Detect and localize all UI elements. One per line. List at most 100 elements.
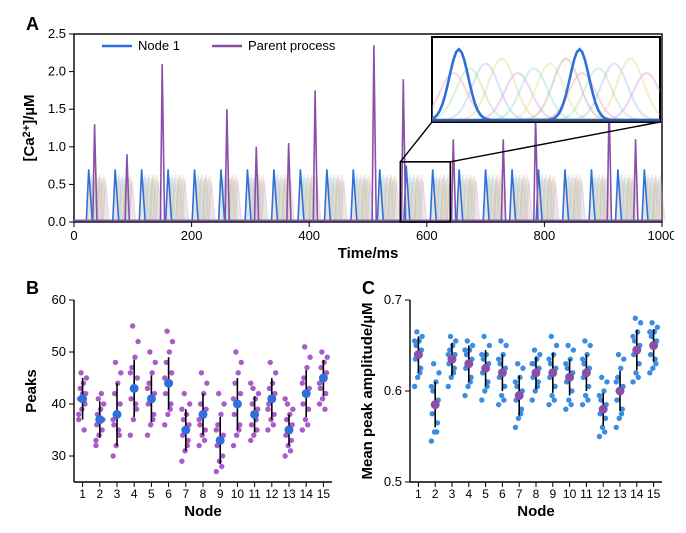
panelC-point (597, 393, 602, 398)
panelB-point (182, 391, 187, 396)
panelB-xtick: 4 (131, 487, 138, 501)
panelC-point (647, 329, 652, 334)
panelC-mean (649, 341, 658, 350)
panelB-point (307, 355, 312, 360)
panelC-mean (582, 368, 591, 377)
panelB-point (300, 427, 305, 432)
panelC-point (453, 338, 458, 343)
panelC-point (630, 334, 635, 339)
panelA-ytick: 0.5 (48, 176, 66, 191)
panelB-point (288, 448, 293, 453)
panelC-point (513, 425, 518, 430)
panelA-xtick: 600 (416, 228, 438, 243)
panelB-point (231, 443, 236, 448)
panelC-point (429, 384, 434, 389)
panelB-point (235, 370, 240, 375)
panelB-xtick: 3 (114, 487, 121, 501)
panelC-point (431, 361, 436, 366)
panelC-point (546, 402, 551, 407)
panelB-point (162, 422, 167, 427)
panelC-point (436, 370, 441, 375)
panelC-point (446, 384, 451, 389)
panelC-point (520, 366, 525, 371)
panelC-mean (565, 373, 574, 382)
panelB-point (271, 422, 276, 427)
panelC-point (419, 334, 424, 339)
panelB-point (130, 323, 135, 328)
panelC-point (614, 425, 619, 430)
panelC-point (501, 397, 506, 402)
panelC-ytick: 0.7 (384, 292, 402, 307)
panelB-mean (78, 394, 87, 403)
panelC-point (604, 379, 609, 384)
panelC-point (554, 343, 559, 348)
panelB-point (145, 433, 150, 438)
panelB-point (110, 453, 115, 458)
panelC-point (481, 334, 486, 339)
panelC-point (479, 397, 484, 402)
panelC-point (582, 338, 587, 343)
panelC-mean (431, 400, 440, 409)
panelC-xtick: 2 (432, 487, 439, 501)
panelC-xtick: 8 (533, 487, 540, 501)
panelA-ytick: 2.0 (48, 64, 66, 79)
panelB-point (214, 469, 219, 474)
panelB-point (290, 407, 295, 412)
panelA-xlabel: Time/ms (338, 245, 399, 262)
panelC-point (650, 366, 655, 371)
panelC-xlabel: Node (517, 503, 555, 520)
panelC-point (515, 361, 520, 366)
panelC-point (552, 397, 557, 402)
panelC-point (587, 343, 592, 348)
panelB-xtick: 12 (265, 487, 279, 501)
panelB-xtick: 15 (317, 487, 331, 501)
panelB-point (234, 433, 239, 438)
panelB-point (148, 422, 153, 427)
panelB-xtick: 7 (182, 487, 189, 501)
panelB-point (163, 391, 168, 396)
panelB-point (179, 407, 184, 412)
panelC-point (563, 361, 568, 366)
legend-node1-text: Node 1 (138, 38, 180, 53)
panelC-point (571, 347, 576, 352)
panelB-point (169, 370, 174, 375)
panelB-point (221, 401, 226, 406)
panelB-point (322, 407, 327, 412)
panelB-mean (130, 384, 139, 393)
panelC-point (412, 338, 417, 343)
panelB-point (251, 433, 256, 438)
panelC-point (429, 411, 434, 416)
panelB-point (238, 391, 243, 396)
panelB-xtick: 10 (231, 487, 245, 501)
panelB-point (300, 381, 305, 386)
panelB-mean (199, 410, 208, 419)
panelC-point (496, 402, 501, 407)
panelA-xtick: 1000 (648, 228, 674, 243)
panelC-point (648, 352, 653, 357)
panelC-point (429, 438, 434, 443)
panelC-point (618, 366, 623, 371)
panelB-mean (233, 400, 242, 409)
panelC-mean (464, 359, 473, 368)
panelC-mean (532, 368, 541, 377)
panelC-point (647, 370, 652, 375)
panelB-point (118, 370, 123, 375)
panelB-xlabel: Node (184, 503, 222, 520)
panelB-mean (95, 415, 104, 424)
panelC-point (599, 375, 604, 380)
figure-svg: A0.00.51.01.52.02.502004006008001000Time… (12, 12, 674, 521)
panelB-mean (250, 410, 259, 419)
panelC-point (585, 397, 590, 402)
panelB-point (76, 417, 81, 422)
panelC-xtick: 13 (613, 487, 627, 501)
panelB-point (111, 422, 116, 427)
panelB-point (239, 360, 244, 365)
panelB-point (268, 360, 273, 365)
panelB-xtick: 11 (248, 487, 261, 501)
panelB-point (128, 396, 133, 401)
panelC-mean (616, 387, 625, 396)
panelA-xtick: 800 (534, 228, 556, 243)
panelB-point (153, 360, 158, 365)
panel-B-label: B (26, 278, 39, 298)
panelB-point (135, 339, 140, 344)
